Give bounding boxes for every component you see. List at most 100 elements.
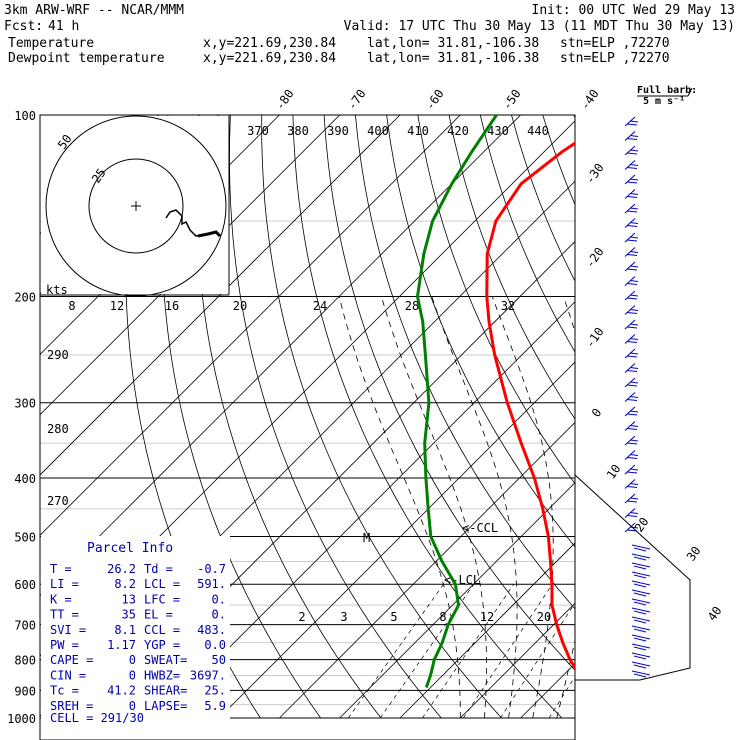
barb-staff	[631, 544, 651, 550]
pressure-tick-label: 400	[14, 472, 36, 486]
barb-flag	[626, 486, 638, 488]
dew-legend-name: Dewpoint temperature	[8, 51, 165, 66]
dry-adiabat	[292, 115, 563, 719]
parcel-param-label: CAPE =	[50, 653, 93, 667]
moist-adiabat	[431, 296, 518, 719]
dew-legend-xy: x,y=221.69,230.84	[203, 51, 336, 66]
barb-flag	[629, 294, 639, 297]
parcel-param-value: 41.2	[107, 684, 136, 698]
parcel-param-label: K =	[50, 592, 72, 606]
wind-barbs: Full barb:5 m s⁻¹	[574, 85, 697, 681]
wind-barb	[624, 145, 639, 156]
barb-staff	[631, 571, 651, 577]
parcel-param-label: Td =	[144, 562, 173, 576]
parcel-param-value: 26.2	[107, 562, 136, 576]
mixing-ratio-label: 2	[298, 610, 305, 624]
barb-staff	[631, 643, 651, 649]
hodograph-background	[41, 116, 229, 294]
hodograph-ring	[88, 158, 184, 254]
moist-adiabat	[556, 296, 575, 719]
wind-barb-low	[631, 562, 651, 570]
dry-adiabat	[448, 115, 575, 420]
wind-barb	[624, 377, 639, 388]
barb-flag	[626, 268, 638, 271]
parcel-param-value: 8.1	[114, 623, 136, 637]
model-title: 3km ARW-WRF -- NCAR/MMM	[4, 3, 184, 18]
barb-flag	[629, 309, 639, 311]
barb-flag	[629, 222, 639, 224]
mixing-ratio-line	[463, 584, 553, 719]
barb-key-tick	[687, 87, 693, 97]
sounding-profiles	[416, 115, 575, 688]
wind-barb-low	[631, 634, 651, 642]
parcel-param-value: 35	[122, 608, 136, 622]
wind-barb	[624, 160, 639, 170]
barb-flag	[626, 196, 638, 198]
wind-barb-low	[631, 589, 651, 597]
pressure-tick-label: 500	[14, 530, 36, 544]
isotherm	[279, 421, 575, 719]
pressure-tick-label: 300	[14, 397, 36, 411]
barb-flag	[629, 164, 639, 166]
dry-adiabat	[386, 115, 575, 548]
wind-barb	[624, 218, 639, 228]
mixing-ratio-upper-label: 24	[313, 299, 327, 313]
wind-barb	[624, 421, 639, 431]
mixing-ratio-label: 20	[537, 610, 551, 624]
parcel-param-value: 1.17	[107, 638, 136, 652]
wind-barb	[624, 406, 639, 417]
barb-flag	[626, 225, 638, 227]
barb-flag	[626, 152, 638, 155]
theta-label: 410	[407, 124, 429, 138]
wind-barb	[624, 232, 639, 243]
barb-flag	[633, 673, 647, 678]
wind-barb-low	[631, 571, 651, 579]
barb-flag	[626, 239, 638, 242]
valid-time: Valid: 17 UTC Thu 30 May 13 (11 MDT Thu …	[344, 19, 735, 34]
barb-flag	[626, 355, 638, 358]
wind-barb	[624, 508, 639, 518]
theta-label: 380	[287, 124, 309, 138]
barb-flag	[626, 370, 638, 372]
dew-legend-stn: stn=ELP ,72270	[560, 51, 670, 66]
mixing-ratio-label: 8	[439, 610, 446, 624]
barb-flag	[629, 410, 639, 413]
isotherm	[218, 361, 575, 719]
temp-legend-stn: stn=ELP ,72270	[560, 36, 670, 51]
hodograph-ring-label: 50	[55, 132, 75, 152]
isotherm	[40, 115, 340, 416]
barb-flag	[626, 457, 638, 459]
barb-flag	[633, 646, 647, 651]
dry-adiabat	[229, 115, 442, 719]
parcel-param-label: SHEAR=	[144, 684, 187, 698]
barb-flag	[626, 181, 638, 184]
isotherm	[702, 115, 740, 718]
barb-flag	[626, 210, 638, 213]
mixing-ratio-upper-label: 28	[405, 299, 419, 313]
theta-label-left: 270	[47, 494, 69, 508]
m-marker: M	[363, 531, 370, 545]
ccl-marker: <-CCL	[462, 521, 498, 535]
wind-barb	[624, 348, 639, 359]
wind-barb-low	[631, 652, 651, 660]
lcl-marker: <-LCL	[444, 573, 480, 587]
isotherm	[581, 115, 740, 718]
mixing-ratio-upper-label: 12	[110, 299, 124, 313]
barb-key-value: 5 m s⁻¹	[643, 96, 685, 107]
wind-barb	[624, 131, 639, 141]
parcel-param-label: SWEAT=	[144, 653, 187, 667]
barb-flag	[626, 312, 638, 314]
theta-label-left: 280	[47, 422, 69, 436]
theta-label-left: 290	[47, 348, 69, 362]
wind-barb	[624, 276, 639, 286]
barb-flag	[633, 547, 647, 552]
parcel-param-label: EL =	[144, 608, 173, 622]
barb-flag	[629, 338, 639, 340]
dry-adiabat	[605, 115, 740, 718]
parcel-cell: CELL = 291/30	[50, 711, 144, 725]
dry-adiabat	[195, 115, 382, 719]
barb-flag	[626, 341, 638, 343]
dry-adiabat	[479, 115, 575, 353]
barb-staff	[631, 562, 651, 568]
